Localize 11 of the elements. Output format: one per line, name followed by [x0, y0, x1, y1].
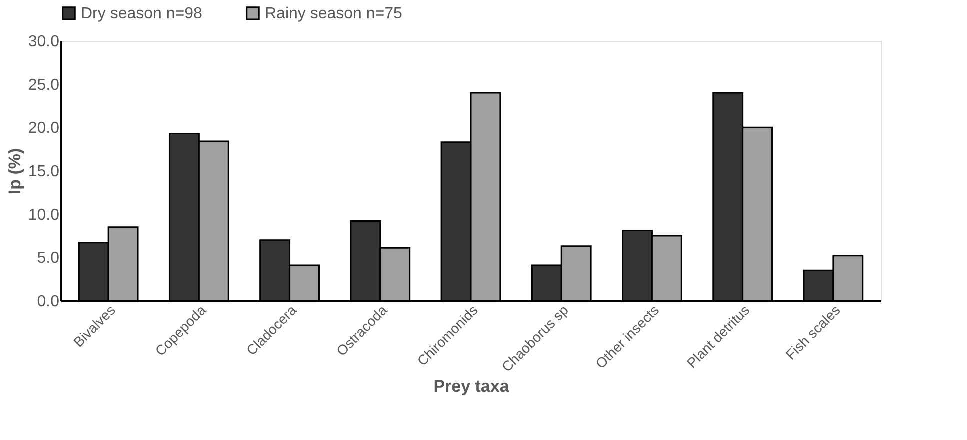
legend-label: Rainy season n=75: [265, 5, 403, 22]
y-tick-label: 5.0: [37, 250, 60, 268]
y-tick-label: 10.0: [28, 206, 60, 224]
legend-label: Dry season n=98: [81, 5, 203, 22]
y-tick-label: 15.0: [28, 164, 60, 180]
x-axis-title: Prey taxa: [434, 377, 510, 396]
y-tick-label: 30.0: [28, 34, 60, 50]
y-tick-label: 25.0: [28, 76, 60, 94]
y-tick-label: 20.0: [28, 120, 60, 138]
y-tick-label: 0.0: [37, 294, 60, 310]
y-axis-title: Ip (%): [5, 148, 24, 195]
